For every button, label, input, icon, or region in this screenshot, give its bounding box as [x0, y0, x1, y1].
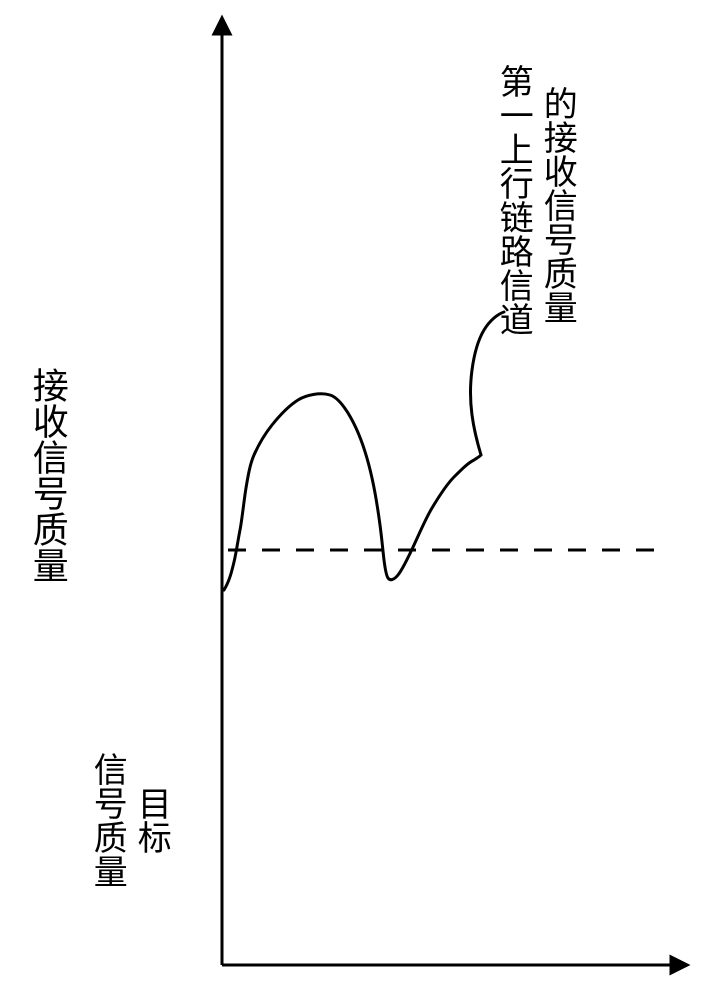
- curve-label-line1: 第一上行链路信道: [494, 64, 533, 336]
- target-label-line2: 目标: [132, 786, 171, 854]
- received-signal-quality-curve: [224, 394, 481, 590]
- curve-label-line2: 的接收信号质量: [538, 86, 577, 324]
- target-label-line1: 信号质量: [88, 752, 126, 888]
- y-axis-label: 接收信号质量: [28, 367, 68, 583]
